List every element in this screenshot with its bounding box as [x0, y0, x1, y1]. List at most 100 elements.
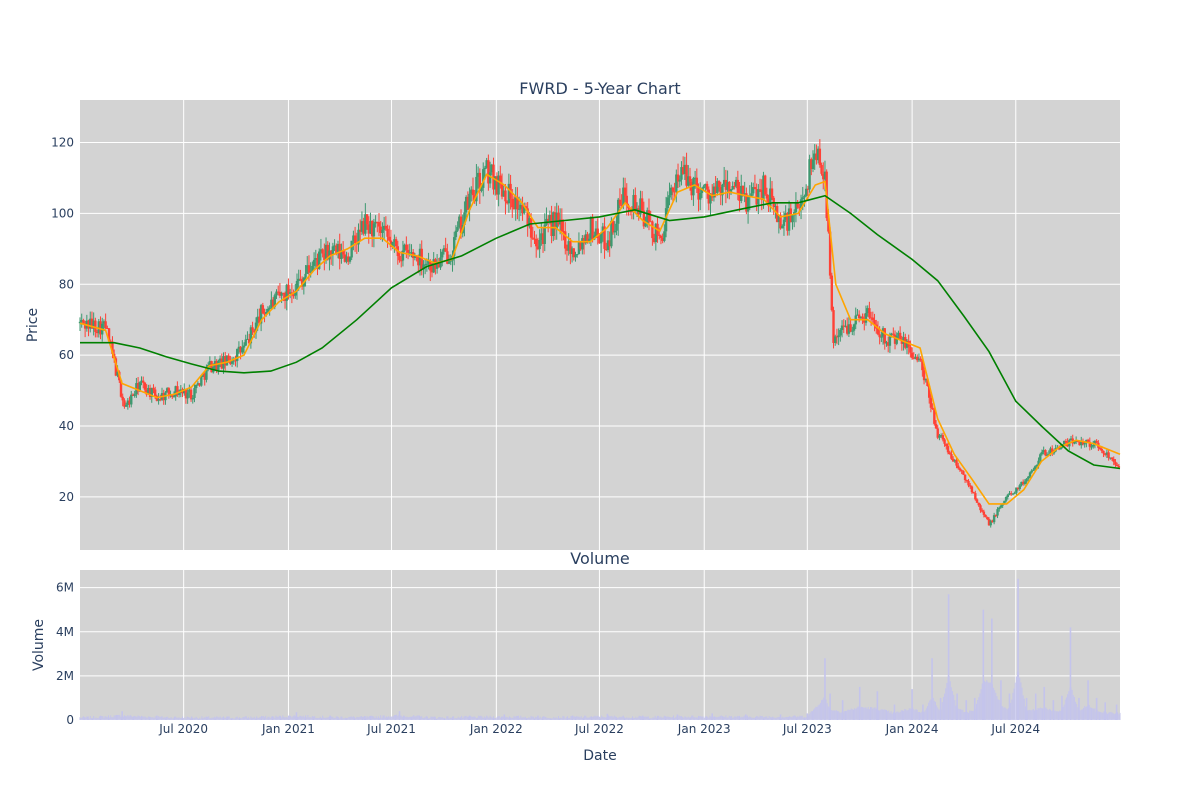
candlestick-body [246, 338, 249, 340]
volume-bar [561, 718, 563, 720]
volume-bar [377, 716, 379, 720]
volume-bar [601, 715, 603, 720]
volume-bar [445, 718, 447, 720]
candlestick-body [1073, 441, 1076, 444]
candlestick-body [268, 307, 271, 309]
volume-bar [1080, 709, 1082, 720]
volume-bar [1055, 711, 1057, 720]
candlestick-body [150, 387, 153, 398]
volume-bar [832, 710, 834, 720]
candlestick-body [152, 387, 155, 390]
candlestick-body [475, 176, 478, 202]
candlestick-body [336, 243, 340, 254]
volume-bar [926, 706, 928, 720]
volume-bar [536, 717, 538, 720]
candlestick-body [167, 388, 171, 396]
candlestick-body [552, 212, 555, 237]
volume-bar [332, 716, 334, 720]
volume-bar [934, 701, 936, 720]
candlestick-body [1051, 448, 1054, 454]
volume-bar [1048, 708, 1050, 720]
candlestick-body [482, 169, 485, 188]
volume-bar [439, 716, 441, 720]
volume-bar [1097, 711, 1099, 720]
volume-bar [986, 680, 988, 720]
candlestick-body [422, 264, 425, 270]
volume-bar [813, 709, 815, 720]
volume-bar [529, 717, 531, 720]
candlestick-body [731, 185, 734, 190]
volume-bar [914, 710, 916, 720]
volume-bar [442, 718, 444, 720]
candlestick-body [528, 218, 531, 227]
candlestick-body [813, 153, 816, 160]
candlestick-body [816, 148, 820, 161]
candlestick-body [581, 238, 584, 250]
candlestick-body [640, 198, 644, 211]
volume-bar [203, 717, 205, 720]
volume-bar [210, 718, 212, 720]
volume-bar [598, 716, 600, 720]
volume-bar [685, 716, 687, 720]
volume-bar [510, 717, 512, 720]
volume-bar [960, 709, 962, 720]
volume-bar [811, 711, 813, 720]
volume-bar [121, 711, 123, 720]
volume-bar [373, 716, 375, 720]
volume-bar [778, 717, 780, 720]
volume-bar [555, 717, 557, 720]
candlestick-body [384, 225, 388, 229]
volume-bar [977, 700, 979, 720]
volume-bar [269, 717, 271, 720]
volume-bar [180, 717, 182, 720]
candlestick-body [483, 167, 487, 170]
candlestick-body [225, 355, 229, 366]
candlestick-body [933, 409, 936, 424]
volume-bar [475, 718, 477, 720]
volume-bar [105, 716, 107, 720]
candlestick-body [980, 510, 984, 512]
volume-bar [384, 717, 386, 720]
volume-bar [717, 716, 719, 720]
volume-bar [1047, 710, 1049, 720]
candlestick-body [282, 292, 285, 294]
candlestick-body [1098, 447, 1102, 449]
volume-bar [700, 716, 702, 720]
volume-bar [115, 714, 117, 720]
candlestick-body [989, 520, 992, 526]
price-plot-background [80, 100, 1120, 550]
volume-bar [112, 717, 114, 720]
volume-bar [743, 715, 745, 720]
candlestick-body [692, 178, 695, 196]
candlestick-body [147, 387, 150, 395]
volume-bar [520, 715, 522, 720]
volume-bar [81, 717, 83, 720]
volume-bar [120, 716, 122, 720]
volume-bar [227, 716, 229, 720]
candlestick-body [1003, 500, 1006, 504]
volume-bar [382, 715, 384, 720]
candlestick-body [562, 230, 565, 232]
volume-bar [446, 716, 448, 720]
volume-bar [564, 718, 566, 720]
volume-bar [355, 718, 357, 720]
candlestick-body [275, 291, 278, 296]
volume-bar [889, 712, 891, 720]
volume-bar [552, 718, 554, 720]
volume-bar [821, 700, 823, 720]
volume-bar [407, 717, 409, 720]
volume-bar [172, 717, 174, 720]
candlestick-body [852, 324, 856, 331]
volume-bar [946, 682, 948, 720]
volume-bar [92, 718, 94, 720]
volume-bar [1015, 676, 1017, 720]
volume-bar [701, 716, 703, 720]
volume-bar [287, 715, 289, 720]
volume-bar [622, 715, 624, 720]
volume-bar [855, 708, 857, 720]
volume-bar [739, 715, 741, 720]
volume-bar [930, 699, 932, 720]
volume-bar [896, 711, 898, 720]
volume-bar [865, 707, 867, 720]
volume-bar [1077, 707, 1079, 720]
